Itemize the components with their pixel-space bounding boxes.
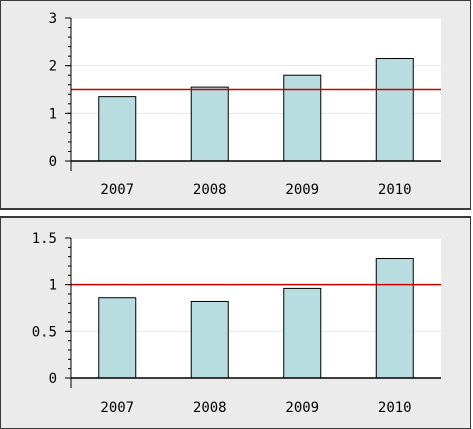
bar [190, 86, 229, 162]
bar [98, 297, 137, 379]
x-tick-label: 2007 [100, 182, 134, 198]
y-tick-label: 1.5 [32, 231, 57, 247]
chart-panel-top: 0 1 2 3 2007 2008 2009 2010 [0, 0, 471, 210]
bar-chart-top: 0 1 2 3 2007 2008 2009 2010 [49, 11, 441, 198]
bar [283, 74, 322, 162]
y-tick-label: 0.5 [32, 324, 57, 340]
y-tick-label: 3 [49, 11, 57, 27]
y-tick-label: 2 [49, 59, 57, 75]
bar [98, 96, 137, 162]
x-tick-label: 2008 [193, 400, 227, 416]
y-tick-label: 0 [49, 371, 57, 387]
chart-panel-bottom: 0 0.5 1 1.5 2007 2008 2009 2010 [0, 216, 471, 429]
bar [283, 287, 322, 379]
x-tick-label: 2009 [285, 400, 319, 416]
y-tick-label: 1 [49, 106, 57, 122]
x-tick-label: 2008 [193, 182, 227, 198]
x-tick-label: 2010 [378, 400, 412, 416]
y-tick-label: 0 [49, 154, 57, 170]
y-tick-label: 1 [49, 278, 57, 294]
x-tick-label: 2007 [100, 400, 134, 416]
bar [375, 58, 414, 162]
x-tick-label: 2009 [285, 182, 319, 198]
bar-chart-bottom: 0 0.5 1 1.5 2007 2008 2009 2010 [32, 231, 441, 416]
bar [375, 258, 414, 379]
bar [190, 300, 229, 379]
x-tick-label: 2010 [378, 182, 412, 198]
